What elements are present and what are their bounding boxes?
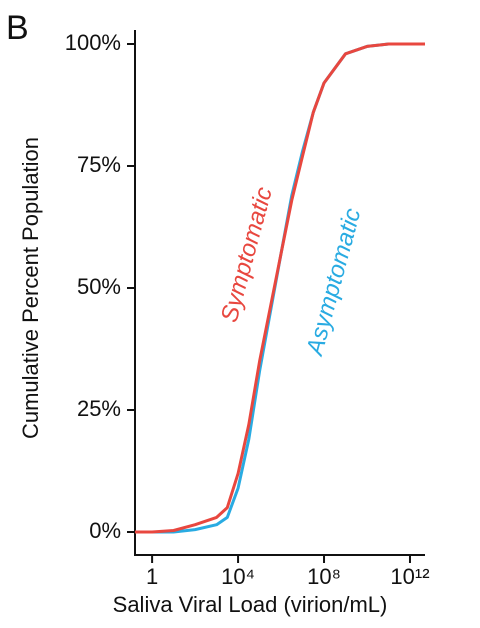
series-line	[135, 42, 425, 534]
panel-label: B	[6, 9, 29, 47]
y-tick-label: 75%	[77, 152, 121, 177]
y-tick-label: 0%	[89, 518, 121, 543]
y-tick-label: 25%	[77, 396, 121, 421]
x-tick-label: 10⁸	[307, 564, 341, 589]
y-tick-label: 100%	[65, 30, 121, 55]
y-axis-title: Cumulative Percent Population	[18, 137, 43, 439]
x-tick-label: 10⁴	[221, 564, 255, 589]
x-tick-label: 1	[146, 564, 158, 589]
y-tick-label: 50%	[77, 274, 121, 299]
series-label: Symptomatic	[216, 184, 278, 325]
series-line	[135, 42, 425, 534]
x-tick-label: 10¹²	[390, 564, 429, 589]
series-label: Asymptomatic	[301, 205, 367, 359]
x-axis-title: Saliva Viral Load (virion/mL)	[113, 592, 388, 617]
